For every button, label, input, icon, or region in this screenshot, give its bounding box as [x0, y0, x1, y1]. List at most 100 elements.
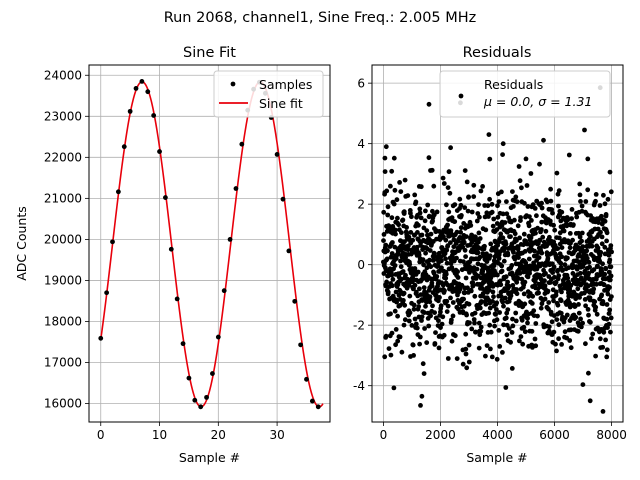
residual-point	[513, 318, 519, 324]
residual-point	[553, 341, 558, 347]
residual-point	[523, 260, 529, 266]
residual-point	[448, 145, 453, 151]
residual-point	[586, 312, 591, 318]
residual-point	[433, 330, 438, 335]
residual-point	[576, 302, 581, 307]
residual-point	[600, 261, 605, 267]
sample-point	[215, 334, 221, 340]
residual-point	[483, 227, 489, 233]
residual-point	[388, 311, 393, 317]
residual-point	[438, 303, 444, 309]
residual-point	[502, 220, 508, 225]
residual-point	[427, 294, 433, 300]
sine-fit-y-tick-label: 16000	[44, 397, 82, 411]
sample-point	[298, 342, 304, 348]
residual-point	[519, 317, 525, 323]
residual-point	[392, 308, 398, 314]
legend-samples-label: Samples	[259, 77, 312, 92]
residual-point	[499, 263, 505, 269]
residual-outlier-point	[426, 101, 432, 107]
residual-point	[495, 214, 501, 220]
residual-point	[517, 271, 523, 276]
residual-point	[395, 338, 401, 344]
residual-point	[426, 155, 432, 161]
residual-point	[399, 349, 405, 355]
residual-point	[529, 218, 534, 223]
residual-point	[602, 271, 608, 277]
sample-point	[110, 239, 115, 245]
residual-point	[483, 301, 489, 307]
residual-outlier-point	[383, 144, 389, 150]
residual-point	[410, 237, 416, 243]
residual-point	[402, 317, 408, 323]
residual-point	[410, 342, 416, 348]
residual-point	[558, 260, 564, 266]
residual-point	[551, 298, 556, 304]
residual-point	[439, 321, 445, 327]
residual-point	[534, 213, 539, 219]
residual-point	[457, 286, 463, 292]
residual-point	[558, 298, 564, 304]
residual-point	[580, 382, 586, 387]
residual-point	[552, 227, 558, 233]
residual-point	[407, 261, 413, 267]
residual-point	[402, 177, 408, 183]
residual-point	[579, 230, 585, 236]
residual-point	[448, 295, 453, 301]
residual-point	[589, 243, 595, 249]
residual-point	[414, 289, 419, 295]
residual-point	[567, 338, 573, 343]
residual-point	[401, 322, 407, 328]
residual-point	[556, 188, 562, 194]
residual-point	[486, 310, 492, 316]
residual-point	[506, 326, 512, 331]
residual-point	[505, 279, 510, 285]
residual-point	[518, 215, 523, 220]
residual-point	[411, 353, 416, 358]
residual-point	[390, 277, 396, 282]
residual-point	[483, 353, 488, 359]
residual-point	[515, 223, 521, 229]
sine-fit-legend: Samples Sine fit	[213, 70, 324, 118]
residual-point	[476, 345, 482, 351]
residual-point	[436, 318, 441, 324]
residual-point	[406, 318, 412, 324]
sine-fit-line	[99, 81, 324, 408]
residual-point	[424, 228, 430, 234]
residual-point	[400, 269, 406, 274]
residual-point	[478, 324, 484, 330]
residual-point	[488, 329, 494, 335]
residual-point	[391, 155, 397, 161]
residual-point	[604, 302, 610, 307]
residual-point	[463, 346, 469, 352]
residual-point	[455, 275, 461, 280]
residual-point	[545, 256, 551, 261]
residuals-panel: Residuals 0 2000 4000 6000 8000 -4 -2 0 2 4 6 Samp…	[353, 45, 627, 465]
residual-point	[427, 299, 433, 305]
residual-point	[464, 312, 469, 318]
residual-point	[496, 328, 502, 333]
residual-point	[525, 320, 530, 326]
residual-point	[521, 291, 527, 297]
residual-point	[600, 344, 606, 350]
residual-point	[472, 310, 478, 316]
residual-point	[602, 201, 608, 207]
sample-point	[168, 246, 174, 252]
legend-sine-fit-label: Sine fit	[259, 96, 303, 111]
residual-point	[499, 189, 504, 195]
residual-point	[384, 256, 390, 262]
residual-point	[491, 216, 497, 222]
residual-point	[535, 313, 540, 319]
residual-point	[582, 260, 588, 266]
residual-point	[417, 210, 423, 216]
residual-point	[384, 188, 390, 194]
residual-point	[463, 351, 469, 357]
residual-point	[606, 269, 612, 275]
residual-point	[517, 178, 523, 184]
residual-point	[405, 193, 411, 199]
residual-point	[568, 283, 574, 288]
residual-point	[416, 222, 421, 228]
sample-point	[315, 404, 321, 410]
residual-point	[552, 274, 557, 280]
